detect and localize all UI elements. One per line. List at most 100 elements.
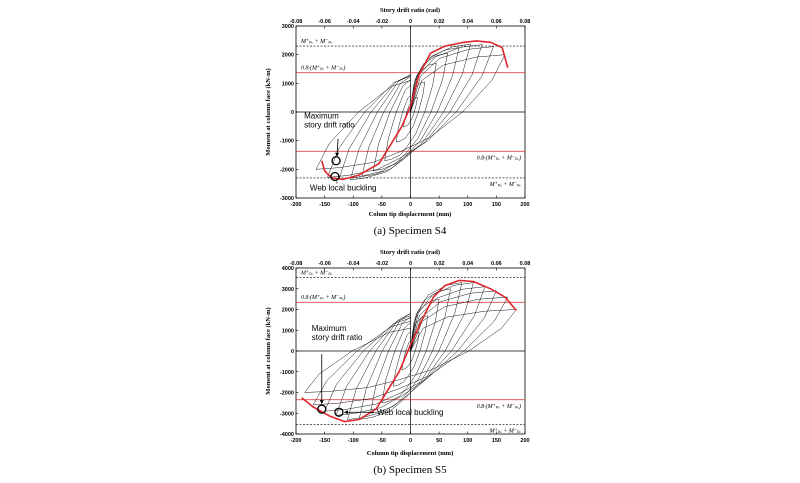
hysteresis-loop — [327, 46, 494, 178]
annotation-arrowhead-max-drift — [319, 400, 324, 405]
x2-tick-label: 0.06 — [491, 19, 502, 25]
x-tick-label: 50 — [436, 202, 442, 208]
y-tick-label: 4000 — [282, 266, 294, 272]
hysteresis-loop — [361, 47, 460, 177]
y-tick-label: 2000 — [282, 308, 294, 314]
x2-tick-label: -0.02 — [376, 261, 389, 267]
x-tick-label: -100 — [348, 438, 359, 444]
x-tick-label: 200 — [520, 202, 529, 208]
annotation-max-drift: Maximum — [312, 324, 347, 333]
x2-tick-label: 0.02 — [434, 261, 445, 267]
annotation-arrowhead-web-buckling — [343, 410, 348, 415]
y-tick-label: -1000 — [280, 139, 294, 145]
x-tick-label: 0 — [409, 438, 412, 444]
x2-tick-label: -0.02 — [376, 19, 389, 25]
chart-caption: (b) Specimen S5 — [373, 464, 447, 476]
y-axis-title: Moment at column face (kN-m) — [265, 68, 272, 155]
annotation-web-buckling: Web local buckling — [310, 184, 377, 193]
x2-tick-label: -0.06 — [318, 19, 331, 25]
x-tick-label: 150 — [492, 202, 501, 208]
hysteresis-loop — [384, 63, 437, 161]
annotation-arrow-max-drift — [336, 138, 339, 155]
x-tick-label: 150 — [492, 438, 501, 444]
x2-tick-label: 0.04 — [462, 19, 474, 25]
x2-tick-label: 0 — [409, 261, 412, 267]
marker-circle-web-buckling — [334, 407, 344, 417]
y-tick-label: -4000 — [280, 432, 294, 438]
equation-label-bottom-red: 0.8·(M⁺ₚₑ + M⁻ₚₑ) — [477, 154, 521, 161]
y-tick-label: -1000 — [280, 370, 294, 376]
marker-circle-max-drift — [317, 404, 327, 414]
x-tick-label: 100 — [463, 202, 472, 208]
x2-tick-label: -0.04 — [347, 261, 360, 267]
equation-label-bottom-dashed: M⁺ₚₑ + M⁻ₚₑ — [489, 429, 522, 435]
x-tick-label: 200 — [520, 438, 529, 444]
hysteresis-loop — [315, 54, 506, 170]
equation-label-top-red: 0.8·(M⁺ₚₑ + M⁻ₚₑ) — [301, 294, 345, 301]
y-tick-label: 0 — [291, 110, 294, 116]
chart-panel-s4: M⁺ₚₑ + M⁻ₚₑ 0.8·(M⁺ₚₑ + M⁻ₚₑ) 0.8·(M⁺ₚₑ + … — [265, 7, 530, 237]
hysteresis-loop — [335, 286, 486, 416]
y-tick-label: 2000 — [282, 53, 294, 59]
x2-tick-label: 0 — [409, 19, 412, 25]
equation-label-bottom-red: 0.8·(M⁺ₚₑ + M⁻ₚₑ) — [477, 403, 521, 410]
x-tick-label: -200 — [290, 438, 301, 444]
equation-label-top-dashed: M⁺ₚₑ + M⁻ₚₑ — [300, 39, 333, 45]
x2-tick-label: 0.02 — [434, 19, 445, 25]
annotation-max-drift: story drift ratio — [312, 333, 363, 342]
y-tick-label: 3000 — [282, 24, 294, 30]
x-tick-label: -200 — [290, 202, 301, 208]
y-axis-title: Moment at column face (kN-m) — [265, 307, 272, 394]
hysteresis-loop — [347, 282, 474, 420]
hysteresis-loop — [381, 298, 440, 404]
x-tick-label: 100 — [463, 438, 472, 444]
x-tick-label: -50 — [378, 438, 386, 444]
x-tick-label: 0 — [409, 202, 412, 208]
chart-panel-s5: M⁺ₚₑ + M⁻ₚₑ 0.8·(M⁺ₚₑ + M⁻ₚₑ) 0.8·(M⁺ₚₑ + … — [265, 249, 530, 476]
hysteresis-loop — [304, 309, 517, 393]
x2-tick-label: 0.04 — [462, 261, 474, 267]
hysteresis-loop — [338, 44, 483, 180]
y-tick-label: -3000 — [280, 196, 294, 202]
equation-label-top-red: 0.8·(M⁺ₚₑ + M⁻ₚₑ) — [301, 65, 345, 72]
x-tick-label: 50 — [436, 438, 442, 444]
x-axis-title: Column tip displacement (mm) — [367, 450, 453, 457]
x-tick-label: -150 — [319, 202, 330, 208]
annotation-max-drift: Maximum — [304, 112, 339, 121]
x2-tick-label: 0.06 — [491, 261, 502, 267]
y-tick-label: 1000 — [282, 81, 294, 87]
y-tick-label: -3000 — [280, 411, 294, 417]
x2-tick-label: 0.08 — [520, 19, 531, 25]
x2-tick-label: -0.08 — [290, 261, 303, 267]
x2-tick-label: -0.08 — [290, 19, 303, 25]
annotation-max-drift: story drift ratio — [304, 121, 355, 130]
hysteresis-loop — [358, 282, 463, 420]
hysteresis-loop — [324, 290, 497, 412]
y-tick-label: 0 — [291, 349, 294, 355]
marker-circle-max-drift — [331, 156, 341, 166]
x-tick-label: -100 — [348, 202, 359, 208]
equation-label-top-dashed: M⁺ₚₑ + M⁻ₚₑ — [300, 270, 333, 276]
x-axis-title: Colum tip displacement (mm) — [369, 211, 452, 218]
hysteresis-loop — [373, 52, 448, 172]
y-tick-label: -2000 — [280, 391, 294, 397]
y-tick-label: 3000 — [282, 287, 294, 293]
x-tick-label: -150 — [319, 438, 330, 444]
y-tick-label: -2000 — [280, 167, 294, 173]
equation-label-bottom-dashed: M⁺ₚₑ + M⁻ₚₑ — [489, 182, 522, 188]
hysteresis-loop — [312, 296, 509, 406]
backbone-envelope-line — [321, 40, 509, 181]
x2-tick-label: -0.06 — [318, 261, 331, 267]
hysteresis-loop — [393, 315, 428, 387]
x2-tick-label: -0.04 — [347, 19, 360, 25]
x2-axis-title: Story drift ratio (rad) — [380, 249, 440, 256]
annotation-arrowhead-max-drift — [335, 152, 340, 157]
x2-axis-title: Story drift ratio (rad) — [380, 7, 440, 14]
chart-caption: (a) Specimen S4 — [374, 225, 447, 237]
marker-circle-web-buckling — [330, 171, 340, 182]
annotation-web-buckling: Web local buckling — [377, 408, 444, 417]
x2-tick-label: 0.08 — [520, 261, 531, 267]
x-tick-label: -50 — [378, 202, 386, 208]
backbone-envelope-line — [301, 279, 518, 423]
